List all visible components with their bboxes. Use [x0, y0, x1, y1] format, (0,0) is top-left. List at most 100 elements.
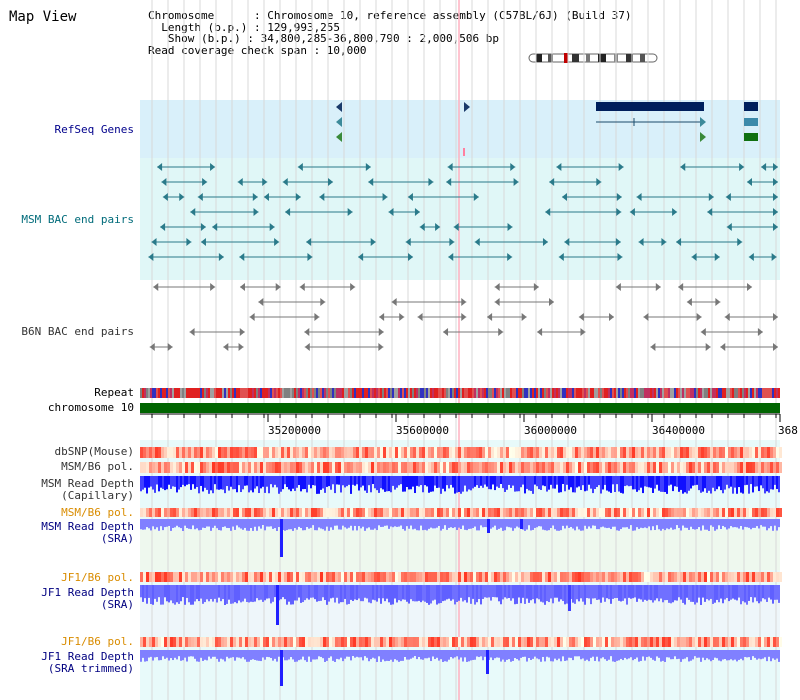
- pol-cell: [365, 447, 368, 458]
- pol-cell: [710, 447, 713, 458]
- pol-cell: [293, 637, 296, 647]
- pol-cell: [197, 572, 200, 582]
- pol-cell: [446, 508, 449, 517]
- repeat-segment: [192, 388, 194, 398]
- depth-bar: [494, 585, 496, 598]
- pol-cell: [743, 637, 746, 647]
- depth-bar: [202, 476, 204, 492]
- pol-cell: [530, 447, 533, 458]
- pol-cell: [203, 572, 206, 582]
- pol-cell: [239, 447, 242, 458]
- depth-bar: [370, 585, 372, 604]
- pol-cell: [140, 637, 143, 647]
- depth-bar: [734, 585, 736, 600]
- repeat-segment: [146, 388, 148, 398]
- pol-cell: [701, 447, 704, 458]
- depth-bar: [600, 585, 602, 603]
- depth-bar: [628, 476, 630, 487]
- pol-cell: [662, 462, 665, 473]
- pol-cell: [773, 637, 776, 647]
- pol-cell: [476, 447, 479, 458]
- pol-cell: [242, 508, 245, 517]
- pol-cell: [572, 447, 575, 458]
- depth-bar: [490, 519, 492, 529]
- depth-bar: [262, 650, 264, 658]
- depth-bar: [342, 585, 344, 603]
- depth-bar: [602, 585, 604, 598]
- depth-bar: [688, 476, 690, 491]
- pol-cell: [683, 637, 686, 647]
- pol-cell: [503, 508, 506, 517]
- repeat-segment: [578, 388, 580, 398]
- pol-cell: [350, 572, 353, 582]
- depth-bar: [686, 519, 688, 528]
- depth-bar: [388, 585, 390, 603]
- pol-cell: [278, 462, 281, 473]
- pol-cell: [779, 462, 782, 473]
- refseq-gene: [744, 133, 758, 141]
- pol-cell: [701, 572, 704, 582]
- depth-bar: [630, 519, 632, 526]
- pol-cell: [524, 508, 527, 517]
- pol-cell: [599, 637, 602, 647]
- repeat-segment: [516, 388, 518, 398]
- pol-cell: [506, 508, 509, 517]
- repeat-segment: [260, 388, 262, 398]
- depth-bar: [712, 519, 714, 527]
- depth-bar: [628, 585, 630, 598]
- depth-bar: [250, 585, 252, 602]
- repeat-segment: [230, 388, 232, 398]
- depth-bar: [526, 476, 528, 489]
- chromosome-ideogram[interactable]: [528, 52, 660, 64]
- depth-bar: [368, 650, 370, 662]
- pol-cell: [572, 508, 575, 517]
- depth-bar: [614, 519, 616, 527]
- pol-cell: [290, 508, 293, 517]
- pol-cell: [620, 447, 623, 458]
- pol-cell: [710, 462, 713, 473]
- depth-bar: [610, 585, 612, 604]
- bac-end-marker: [249, 313, 255, 321]
- depth-bar: [730, 476, 732, 487]
- pol-cell: [317, 572, 320, 582]
- pol-cell: [350, 508, 353, 517]
- repeat-segment: [678, 388, 680, 398]
- depth-bar: [284, 585, 286, 600]
- depth-bar: [620, 650, 622, 659]
- depth-bar: [380, 476, 382, 489]
- bac-end-marker: [556, 163, 562, 171]
- pol-cell: [728, 508, 731, 517]
- depth-bar: [244, 585, 246, 599]
- depth-bar: [570, 519, 572, 527]
- pol-cell: [368, 447, 371, 458]
- bac-end-marker: [328, 178, 334, 186]
- repeat-segment: [446, 388, 448, 398]
- depth-bar: [320, 650, 322, 657]
- pol-cell: [647, 447, 650, 458]
- depth-bar: [150, 585, 152, 605]
- depth-bar: [432, 585, 434, 601]
- depth-bar: [146, 650, 148, 662]
- repeat-segment: [342, 388, 344, 398]
- pol-cell: [194, 637, 197, 647]
- pol-cell: [695, 447, 698, 458]
- depth-bar: [712, 585, 714, 604]
- pol-cell: [557, 508, 560, 517]
- pol-cell: [503, 637, 506, 647]
- depth-bar: [256, 476, 258, 487]
- depth-bar: [442, 585, 444, 602]
- pol-cell: [140, 572, 143, 582]
- pol-cell: [179, 508, 182, 517]
- depth-bar: [632, 476, 634, 490]
- pol-cell: [428, 508, 431, 517]
- pol-cell: [758, 572, 761, 582]
- pol-cell: [482, 447, 485, 458]
- depth-bar: [314, 650, 316, 660]
- depth-bar: [610, 476, 612, 493]
- pol-cell: [707, 637, 710, 647]
- pol-cell: [212, 572, 215, 582]
- depth-bar: [238, 585, 240, 601]
- depth-bar: [612, 476, 614, 485]
- pol-cell: [326, 462, 329, 473]
